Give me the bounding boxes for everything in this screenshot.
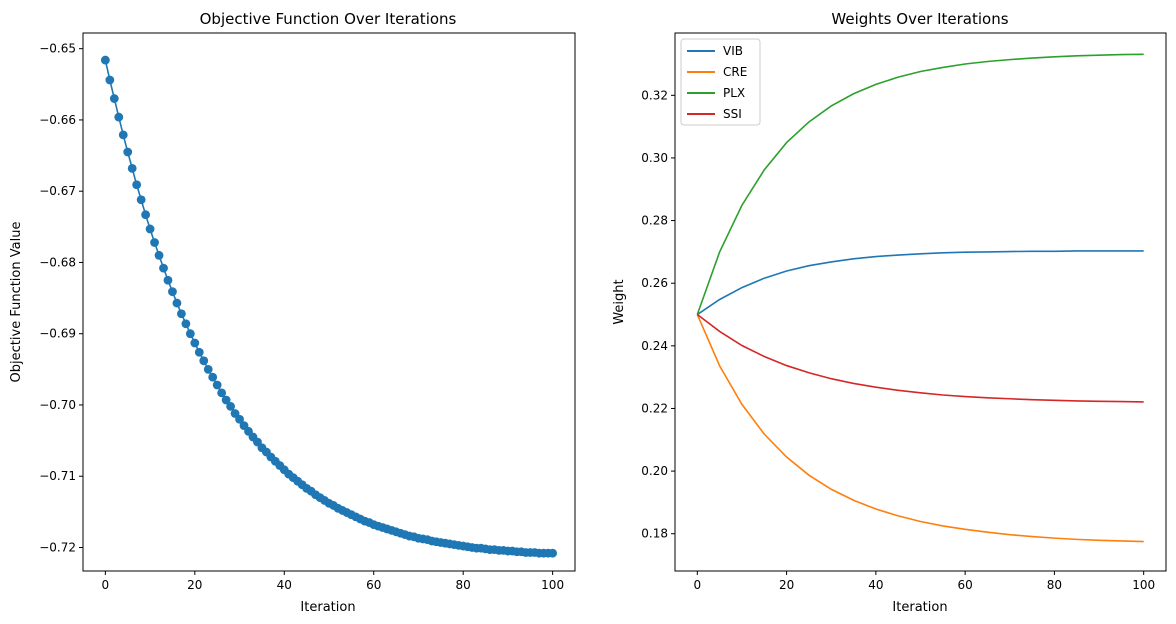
y-tick-label: −0.67 — [39, 184, 76, 198]
data-point — [190, 338, 200, 348]
x-tick-label: 20 — [779, 578, 794, 592]
y-tick-label: −0.68 — [39, 255, 76, 269]
data-point — [114, 112, 124, 122]
x-tick-label: 60 — [366, 578, 381, 592]
data-point — [199, 356, 209, 366]
x-axis-label: Iteration — [300, 600, 355, 615]
legend-label: SSI — [723, 107, 742, 121]
legend-box — [680, 38, 761, 126]
data-point — [163, 275, 173, 285]
data-point — [208, 372, 218, 382]
cre-series-line — [696, 314, 1144, 543]
x-tick-label: 100 — [1132, 578, 1155, 592]
y-tick-label: 0.24 — [641, 339, 668, 353]
data-point — [203, 364, 213, 374]
axis-ticks: 0 20 40 60 80 100 0.18 0.20 0.22 0.24 0.26 0.28 0.30… — [641, 88, 1155, 592]
x-tick-label: 40 — [277, 578, 292, 592]
data-point — [145, 224, 155, 234]
data-point — [154, 250, 164, 260]
data-point — [141, 210, 151, 220]
axis-ticks: 0 20 40 60 80 100 −0.65 −0.66 −0.67 −0.68 −0.69 −0.… — [39, 42, 564, 592]
data-point — [100, 55, 110, 65]
axes-frame — [82, 32, 576, 572]
y-tick-label: −0.70 — [39, 398, 76, 412]
y-axis-label: Weight — [612, 279, 627, 324]
data-point — [150, 238, 159, 247]
objective-chart: Objective Function Over Iterations Itera… — [9, 10, 576, 615]
y-tick-label: 0.30 — [641, 151, 668, 165]
data-point — [217, 388, 227, 398]
data-point — [221, 395, 231, 405]
data-point — [235, 414, 244, 424]
legend-label: VIB — [723, 44, 743, 58]
y-tick-label: 0.28 — [641, 214, 668, 228]
weights-chart: Weights Over Iterations Iteration Weight… — [612, 10, 1167, 615]
y-tick-label: 0.20 — [641, 464, 668, 478]
y-tick-label: −0.72 — [39, 540, 76, 554]
data-point — [185, 329, 195, 339]
plx-series-line — [696, 53, 1144, 315]
data-point — [548, 548, 558, 558]
data-point — [172, 298, 182, 308]
data-point — [118, 130, 128, 140]
y-tick-label: −0.71 — [39, 469, 76, 483]
y-tick-label: 0.18 — [641, 527, 668, 541]
legend: VIB CRE PLX SSI — [680, 38, 761, 126]
plot-area — [100, 55, 558, 558]
plot-area — [696, 53, 1144, 543]
data-point — [194, 347, 204, 357]
x-tick-label: 40 — [868, 578, 883, 592]
chart-title: Objective Function Over Iterations — [200, 10, 457, 28]
data-point — [226, 401, 236, 411]
data-point — [123, 147, 133, 157]
x-tick-label: 0 — [102, 578, 110, 592]
data-point — [127, 163, 137, 173]
data-point — [105, 75, 115, 85]
x-axis-label: Iteration — [892, 600, 947, 615]
y-tick-label: 0.32 — [641, 88, 668, 102]
legend-label: CRE — [723, 65, 747, 79]
chart-title: Weights Over Iterations — [831, 10, 1008, 28]
y-tick-label: −0.65 — [39, 42, 76, 56]
data-point — [212, 380, 222, 390]
x-tick-label: 80 — [456, 578, 471, 592]
x-tick-label: 20 — [187, 578, 202, 592]
x-tick-label: 0 — [693, 578, 701, 592]
data-point — [168, 287, 177, 297]
x-tick-label: 60 — [957, 578, 972, 592]
data-point — [181, 319, 191, 329]
data-point — [136, 195, 146, 205]
x-tick-label: 100 — [541, 578, 564, 592]
axes-frame — [674, 32, 1167, 572]
vib-series-line — [696, 250, 1144, 316]
data-point — [159, 263, 168, 273]
data-point — [132, 180, 142, 190]
y-tick-label: 0.22 — [641, 401, 668, 415]
data-point — [177, 309, 186, 319]
y-tick-label: −0.66 — [39, 113, 76, 127]
y-tick-label: −0.69 — [39, 327, 76, 341]
ssi-series-line — [696, 313, 1144, 403]
data-point — [109, 94, 119, 103]
y-tick-label: 0.26 — [641, 276, 668, 290]
legend-label: PLX — [723, 86, 745, 100]
x-tick-label: 80 — [1047, 578, 1062, 592]
y-axis-label: Objective Function Value — [9, 222, 24, 383]
